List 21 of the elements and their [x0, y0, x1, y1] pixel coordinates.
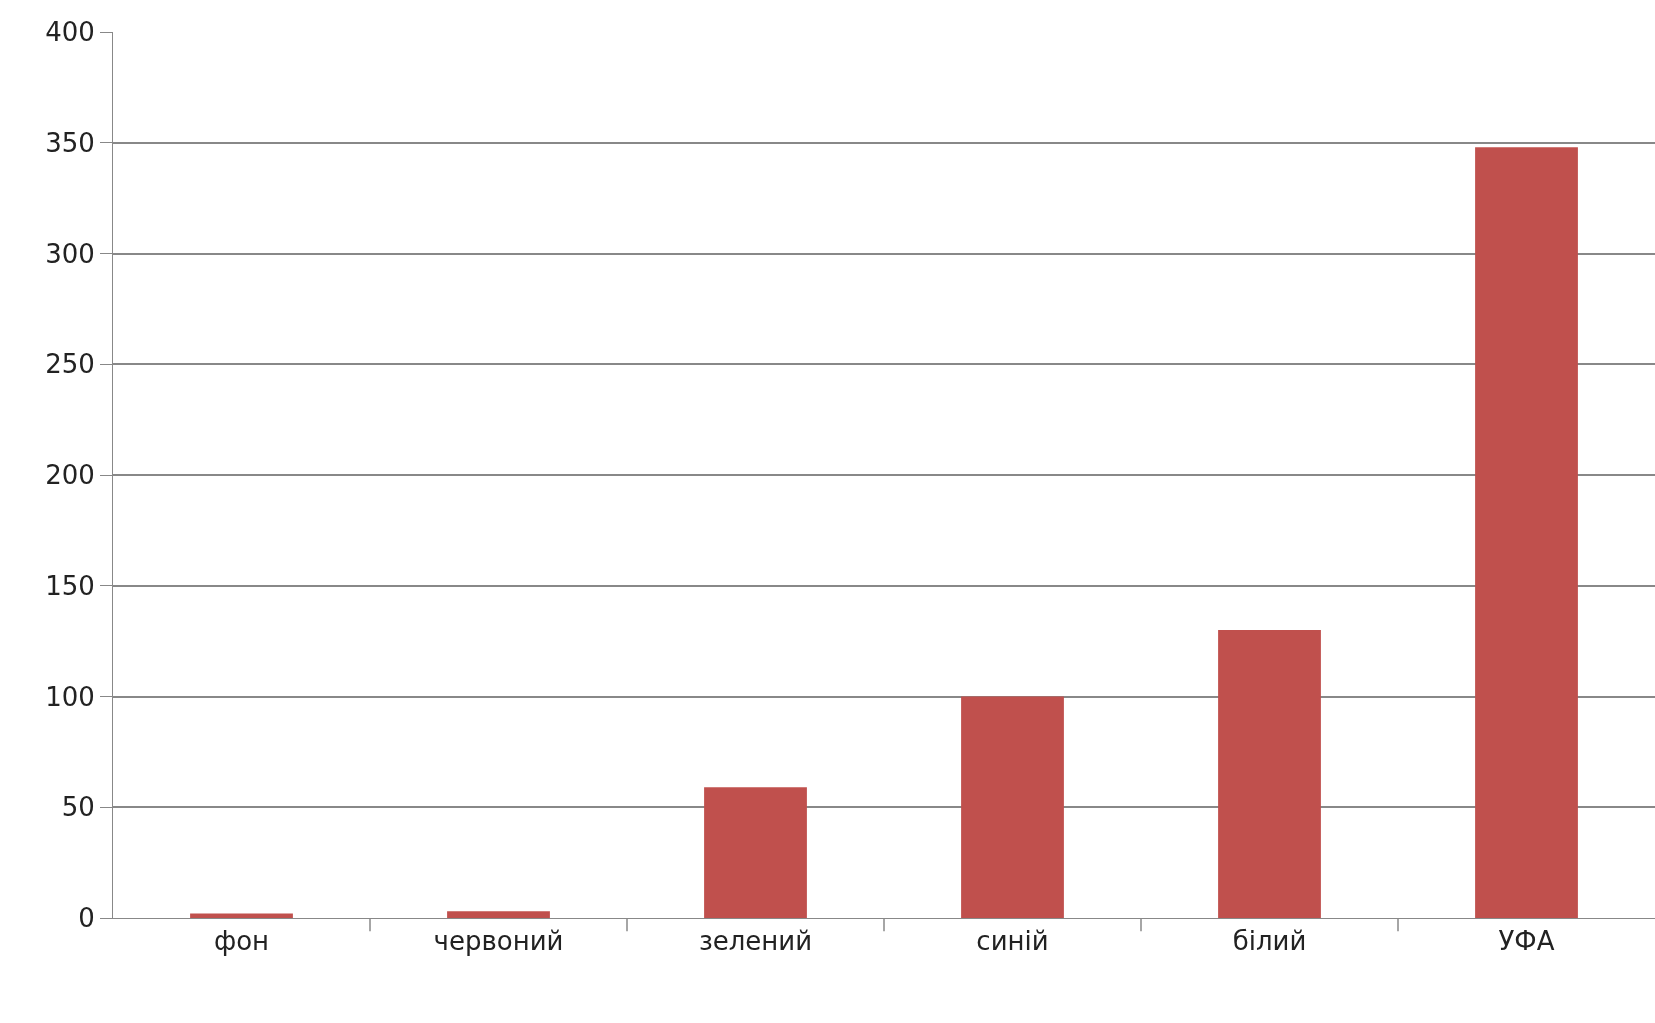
bar	[447, 911, 550, 918]
y-tick-label: 300	[45, 238, 95, 269]
x-tick-label: червоний	[433, 926, 564, 957]
x-tick-label: фон	[213, 926, 270, 957]
y-tick-label: 150	[45, 570, 95, 601]
x-tick-label: УФА	[1498, 926, 1555, 957]
y-tick-label: 400	[45, 17, 95, 48]
x-tick-label: білий	[1232, 926, 1307, 957]
y-tick-label: 0	[78, 903, 95, 934]
bar	[704, 787, 807, 918]
y-tick-label: 250	[45, 349, 95, 380]
bar	[1475, 147, 1578, 918]
y-tick-label: 350	[45, 127, 95, 158]
bar	[190, 913, 293, 918]
x-tick-label: синій	[976, 926, 1049, 957]
y-tick-label: 200	[45, 460, 95, 491]
y-tick-label: 50	[61, 792, 95, 823]
y-tick-label: 100	[45, 681, 95, 712]
bar	[961, 696, 1064, 918]
bar	[1218, 630, 1321, 918]
x-tick-label: зелений	[698, 926, 813, 957]
